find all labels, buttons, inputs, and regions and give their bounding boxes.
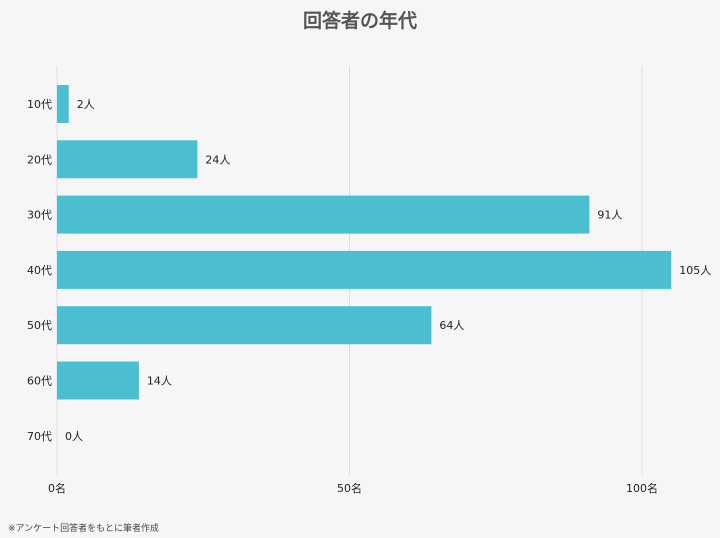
category-label: 70代 — [27, 430, 52, 443]
bar — [57, 195, 590, 234]
x-tick-label: 100名 — [626, 481, 658, 495]
data-label: 14人 — [147, 375, 172, 388]
data-label: 0人 — [65, 430, 83, 443]
category-label: 10代 — [27, 98, 52, 111]
data-label: 105人 — [679, 264, 711, 277]
x-tick-label: 0名 — [48, 481, 66, 495]
data-label: 24人 — [205, 153, 230, 166]
category-label: 60代 — [27, 375, 52, 388]
category-label: 20代 — [27, 153, 52, 166]
category-label: 40代 — [27, 264, 52, 277]
x-tick-label: 50名 — [337, 481, 362, 495]
bar — [57, 250, 672, 289]
bar — [57, 361, 139, 400]
category-label: 30代 — [27, 209, 52, 222]
data-label: 2人 — [77, 98, 95, 111]
bar — [57, 140, 198, 179]
footnote: ※アンケート回答者をもとに筆者作成 — [8, 524, 160, 534]
category-label: 50代 — [27, 319, 52, 332]
chart-title: 回答者の年代 — [302, 10, 417, 32]
data-label: 91人 — [597, 209, 622, 222]
data-label: 64人 — [439, 319, 464, 332]
bar — [57, 306, 432, 345]
bar — [57, 85, 69, 123]
